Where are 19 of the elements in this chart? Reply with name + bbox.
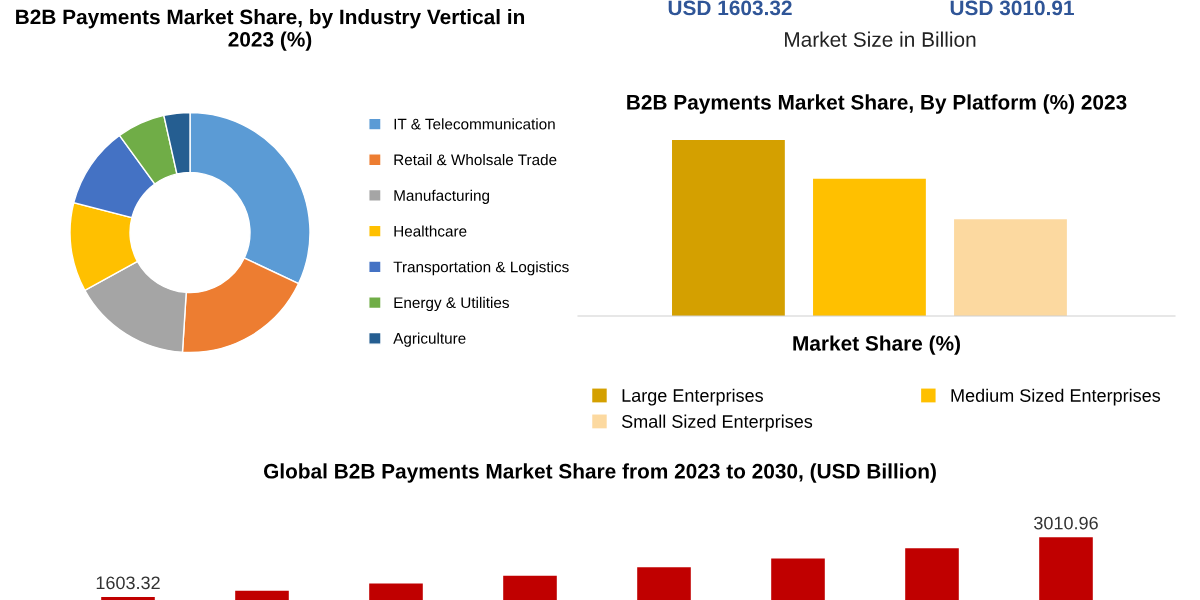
- legend-label: Healthcare: [394, 225, 467, 237]
- data-label: 1603.32: [96, 576, 160, 590]
- legend-label: Medium Sized Enterprises: [951, 388, 1161, 406]
- chart-title: B2B Payments Market Share, By Platform (%) 2023: [627, 94, 1127, 114]
- legend-label: Transportation & Logistics: [393, 261, 569, 276]
- legend-label: IT & Telecommunication: [394, 118, 555, 130]
- text: USD 1603.32: [668, 0, 792, 16]
- legend-label: Energy & Utilities: [394, 296, 509, 312]
- text: USD 3010.91: [950, 0, 1074, 16]
- legend-label: Manufacturing: [394, 189, 490, 204]
- legend-label: Large Enterprises: [622, 388, 764, 406]
- data-label: 3010.96: [1034, 516, 1098, 530]
- legend-label: Small Sized Enterprises: [621, 414, 813, 432]
- legend-label: Retail & Wholsale Trade: [394, 154, 557, 166]
- legend-label: Agriculture: [393, 332, 466, 347]
- text: Market Size in Billion: [785, 31, 976, 47]
- chart-title: B2B Payments Market Share, by Industry Vertical in 2023 (%): [16, 9, 525, 51]
- x-axis-title: Market Share (%): [793, 335, 960, 355]
- chart-title: Global B2B Payments Market Share from 2023 to 2030, (USD Billion): [263, 463, 936, 483]
